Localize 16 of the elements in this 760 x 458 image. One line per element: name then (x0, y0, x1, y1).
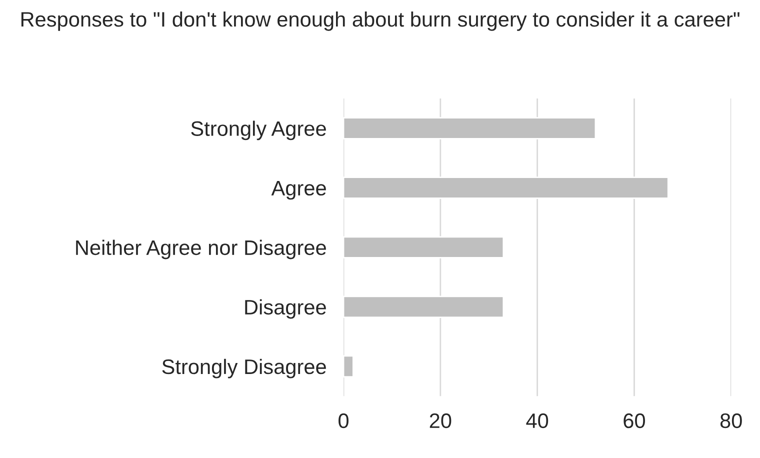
chart-title: Responses to "I don't know enough about burn surgery to consider it a career" (21, 11, 740, 31)
x-tick-label: 60 (624, 413, 645, 428)
x-tick-label: 80 (720, 413, 742, 428)
x-tick-label: 0 (338, 413, 348, 428)
bar (344, 296, 504, 318)
y-tick-label: Disagree (245, 299, 326, 319)
y-tick-label: Strongly Agree (191, 120, 326, 140)
y-tick-label: Strongly Disagree (162, 358, 326, 378)
bar (344, 117, 596, 140)
x-tick-label: 40 (526, 413, 548, 428)
bar (344, 236, 504, 258)
bar (344, 176, 669, 199)
y-tick-label: Agree (271, 180, 326, 200)
y-tick-label: Neither Agree nor Disagree (76, 240, 326, 260)
bar (344, 355, 354, 378)
x-tick-label: 20 (430, 413, 452, 428)
